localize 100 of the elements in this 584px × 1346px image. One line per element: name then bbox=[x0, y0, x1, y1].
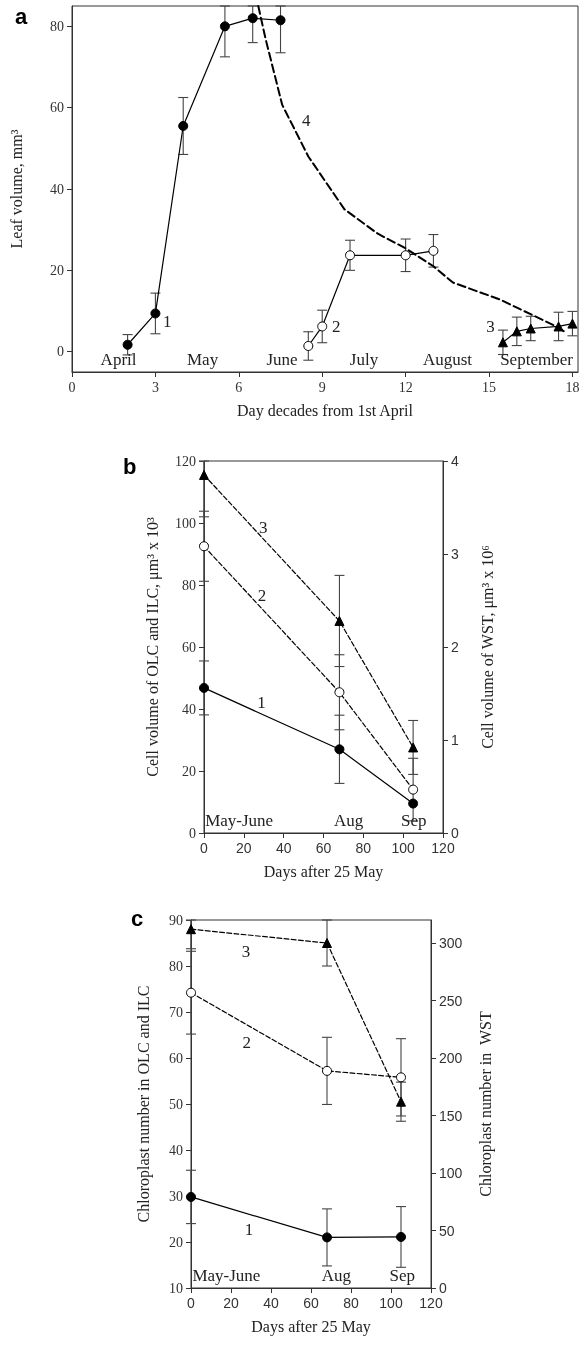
point bbox=[303, 340, 314, 351]
y-tick-label: 40 bbox=[169, 1142, 183, 1158]
y2-tick-label: 3 bbox=[451, 546, 459, 562]
point bbox=[275, 15, 286, 26]
series-label: 1 bbox=[244, 1219, 254, 1239]
x-tick-label: 9 bbox=[318, 379, 326, 395]
x-tick-label: 100 bbox=[379, 1295, 403, 1311]
point bbox=[199, 469, 209, 480]
annotation: August bbox=[422, 350, 473, 370]
y-tick-label: 0 bbox=[57, 344, 64, 360]
annotation: Sep bbox=[389, 1265, 415, 1285]
point bbox=[122, 339, 133, 350]
series-label: 1 bbox=[257, 693, 266, 713]
x-tick-label: 120 bbox=[431, 840, 455, 856]
y-tick-label: 80 bbox=[50, 18, 64, 34]
y2-tick-label: 300 bbox=[439, 935, 463, 951]
y2-tick-label: 4 bbox=[451, 453, 459, 469]
y-tick-label: 60 bbox=[182, 639, 196, 655]
y-tick-label: 20 bbox=[50, 262, 64, 278]
point bbox=[199, 541, 209, 552]
y-tick-label: 90 bbox=[169, 912, 183, 928]
y-tick-label: 60 bbox=[169, 1050, 183, 1066]
point bbox=[317, 321, 328, 332]
point bbox=[511, 326, 522, 337]
annotation: Aug bbox=[321, 1265, 352, 1285]
series-label: 2 bbox=[331, 317, 341, 337]
y-tick-label: 30 bbox=[169, 1188, 183, 1204]
y-axis-title: Cell volume of OLC and ILC, μm³ x 10³ bbox=[143, 517, 162, 777]
y2-tick-label: 2 bbox=[451, 639, 459, 655]
x-tick-label: 20 bbox=[236, 840, 252, 856]
x-tick-label: 20 bbox=[223, 1295, 239, 1311]
y-tick-label: 10 bbox=[169, 1280, 183, 1296]
x-tick-label: 80 bbox=[343, 1295, 359, 1311]
chart-title: c bbox=[131, 905, 144, 931]
point bbox=[150, 308, 161, 319]
y2-tick-label: 250 bbox=[439, 992, 463, 1009]
y-axis-title: Leaf volume, mm³ bbox=[7, 129, 25, 249]
x-tick-label: 0 bbox=[200, 840, 209, 856]
y-tick-label: 80 bbox=[169, 958, 183, 974]
annotation: June bbox=[266, 350, 298, 370]
point bbox=[199, 682, 209, 693]
point bbox=[178, 120, 189, 131]
series-label: 2 bbox=[257, 586, 267, 606]
series-label: 4 bbox=[302, 111, 312, 131]
y-tick-label: 100 bbox=[175, 515, 196, 531]
x-tick-label: 100 bbox=[391, 840, 416, 856]
point bbox=[408, 742, 419, 753]
y2-axis-title: Chloroplast number in WST bbox=[476, 1011, 495, 1197]
annotation: May-June bbox=[192, 1265, 261, 1285]
x-axis-title: Days after 25 May bbox=[251, 1317, 371, 1336]
y2-axis-title: Cell volume of WST, μm³ x 10⁶ bbox=[478, 545, 497, 749]
point bbox=[186, 1191, 196, 1202]
annotation: Aug bbox=[333, 810, 364, 830]
x-tick-label: 60 bbox=[315, 840, 332, 856]
annotation: April bbox=[100, 350, 137, 370]
point bbox=[396, 1072, 406, 1083]
point bbox=[219, 21, 230, 32]
chart-title: b bbox=[123, 453, 137, 479]
point bbox=[497, 337, 508, 348]
y-tick-label: 40 bbox=[50, 181, 64, 197]
y-tick-label: 20 bbox=[169, 1234, 183, 1250]
y-tick-label: 120 bbox=[175, 453, 196, 469]
x-tick-label: 15 bbox=[482, 379, 497, 395]
x-tick-label: 40 bbox=[263, 1295, 279, 1311]
chart-title: a bbox=[15, 3, 28, 29]
x-tick-label: 0 bbox=[68, 379, 76, 395]
point bbox=[396, 1096, 406, 1107]
point bbox=[334, 615, 345, 626]
point bbox=[334, 687, 345, 698]
x-tick-label: 80 bbox=[355, 840, 372, 856]
y-tick-label: 70 bbox=[169, 1004, 183, 1020]
x-axis-title: Day decades from 1st April bbox=[237, 401, 414, 420]
y2-tick-label: 0 bbox=[439, 1280, 447, 1296]
point bbox=[396, 1231, 406, 1242]
point bbox=[322, 938, 332, 948]
x-tick-label: 40 bbox=[275, 840, 292, 856]
x-axis-title: Days after 25 May bbox=[263, 862, 384, 881]
y2-tick-label: 200 bbox=[439, 1050, 463, 1066]
point bbox=[334, 744, 345, 755]
point bbox=[408, 784, 419, 795]
point bbox=[553, 321, 564, 332]
series-label: 1 bbox=[162, 312, 172, 332]
annotation: July bbox=[349, 350, 379, 370]
y-tick-label: 50 bbox=[169, 1096, 183, 1112]
y-tick-label: 40 bbox=[182, 701, 196, 717]
point bbox=[322, 1065, 332, 1076]
annotation: May bbox=[186, 350, 219, 370]
y2-tick-label: 150 bbox=[439, 1107, 463, 1124]
x-tick-label: 6 bbox=[235, 379, 243, 395]
series-label: 3 bbox=[258, 517, 268, 537]
y-tick-label: 60 bbox=[50, 100, 64, 116]
series-label: 3 bbox=[486, 317, 495, 337]
point bbox=[428, 245, 439, 256]
point bbox=[525, 323, 536, 334]
x-tick-label: 18 bbox=[565, 379, 580, 395]
point bbox=[247, 13, 258, 24]
annotation: Sep bbox=[401, 810, 427, 830]
point bbox=[567, 318, 578, 329]
x-tick-label: 60 bbox=[303, 1295, 319, 1311]
point bbox=[186, 924, 196, 935]
